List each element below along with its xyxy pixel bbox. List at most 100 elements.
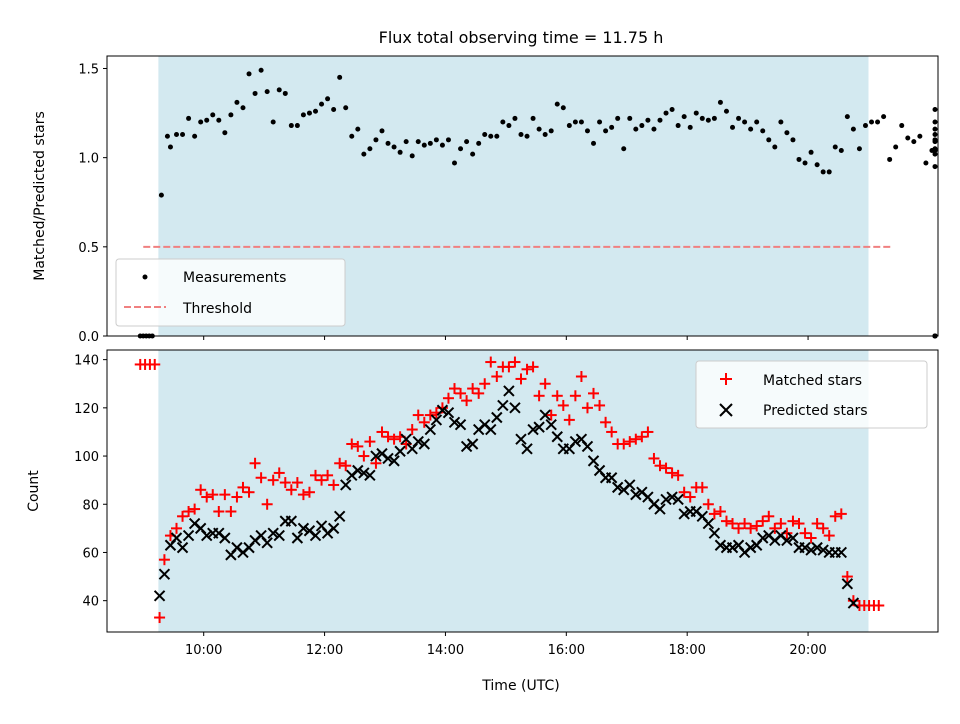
data-point <box>932 164 938 170</box>
data-point <box>439 142 445 148</box>
data-point <box>455 387 467 399</box>
data-point <box>805 532 817 544</box>
data-point <box>527 423 539 436</box>
data-point <box>808 149 814 155</box>
data-point <box>615 115 621 121</box>
data-point <box>799 527 811 539</box>
data-point <box>733 522 745 534</box>
data-point <box>527 361 539 373</box>
data-point <box>400 433 412 445</box>
data-point <box>775 518 787 530</box>
data-point <box>893 144 899 150</box>
data-point <box>322 469 334 481</box>
data-point <box>216 117 222 123</box>
data-point <box>832 144 838 150</box>
data-point <box>636 431 648 443</box>
data-point <box>192 133 198 139</box>
data-point <box>578 119 584 125</box>
data-point <box>158 568 171 580</box>
y-tick-label: 1.5 <box>78 62 99 77</box>
data-point <box>720 515 732 527</box>
data-point <box>817 522 829 534</box>
data-point <box>911 139 917 145</box>
data-point <box>869 119 875 125</box>
data-point <box>621 146 627 152</box>
data-point <box>177 510 189 522</box>
data-point <box>826 169 832 175</box>
data-point <box>261 498 273 510</box>
data-point <box>917 133 923 139</box>
data-point <box>905 135 911 141</box>
data-point <box>823 530 835 542</box>
data-point <box>932 146 938 152</box>
data-point <box>367 146 373 152</box>
data-point <box>666 467 678 479</box>
ratio-data-layer <box>137 67 938 339</box>
data-point <box>470 151 476 157</box>
data-point <box>521 443 533 455</box>
data-point <box>696 481 708 493</box>
data-point <box>270 119 276 125</box>
legend-matched-label: Matched stars <box>763 373 862 389</box>
data-point <box>509 402 521 414</box>
data-point <box>276 87 282 93</box>
data-point <box>388 433 400 445</box>
data-point <box>225 505 237 517</box>
data-point <box>424 423 437 436</box>
data-point <box>569 435 582 448</box>
data-point <box>584 128 590 134</box>
data-point <box>817 544 829 556</box>
data-point <box>376 426 388 438</box>
data-point <box>158 554 170 566</box>
data-point <box>802 160 808 166</box>
data-point <box>279 477 291 489</box>
data-point <box>666 491 678 503</box>
data-point <box>675 123 681 129</box>
data-point <box>681 114 687 120</box>
data-point <box>479 378 491 390</box>
data-point <box>485 356 497 368</box>
data-point <box>784 130 790 136</box>
data-point <box>932 131 938 137</box>
data-point <box>760 128 766 134</box>
data-point <box>337 74 343 80</box>
data-point <box>551 390 563 402</box>
data-point <box>494 133 500 139</box>
ratio-axes-frame <box>106 55 939 337</box>
data-point <box>545 419 557 431</box>
data-point <box>630 433 642 445</box>
count-x-ticks: 10:00 12:00 14:00 16:00 18:00 20:00 <box>185 632 827 658</box>
data-point <box>176 541 189 554</box>
data-point <box>811 541 823 554</box>
data-point <box>515 433 527 445</box>
data-point <box>539 409 551 421</box>
x-tick-label: 18:00 <box>668 643 705 658</box>
data-point <box>454 419 467 431</box>
y-tick-label: 40 <box>82 595 99 610</box>
data-point <box>237 481 249 493</box>
data-point <box>587 455 600 467</box>
data-point <box>273 529 285 542</box>
data-point <box>545 409 557 421</box>
data-point <box>310 469 322 481</box>
data-point <box>887 156 893 162</box>
data-point <box>491 411 503 424</box>
data-point <box>899 123 905 129</box>
count-data-layer <box>134 356 885 624</box>
data-point <box>829 510 841 522</box>
data-point <box>932 151 938 157</box>
data-point <box>557 399 569 411</box>
data-point <box>805 544 817 556</box>
data-point <box>316 474 328 486</box>
legend-threshold-label: Threshold <box>182 301 252 317</box>
data-point <box>297 489 309 501</box>
data-point <box>847 597 860 609</box>
data-point <box>548 128 554 134</box>
data-point <box>391 144 397 150</box>
data-point <box>294 123 300 129</box>
data-point <box>442 392 454 404</box>
data-point <box>361 151 367 157</box>
data-point <box>303 486 315 498</box>
data-point <box>382 431 394 443</box>
